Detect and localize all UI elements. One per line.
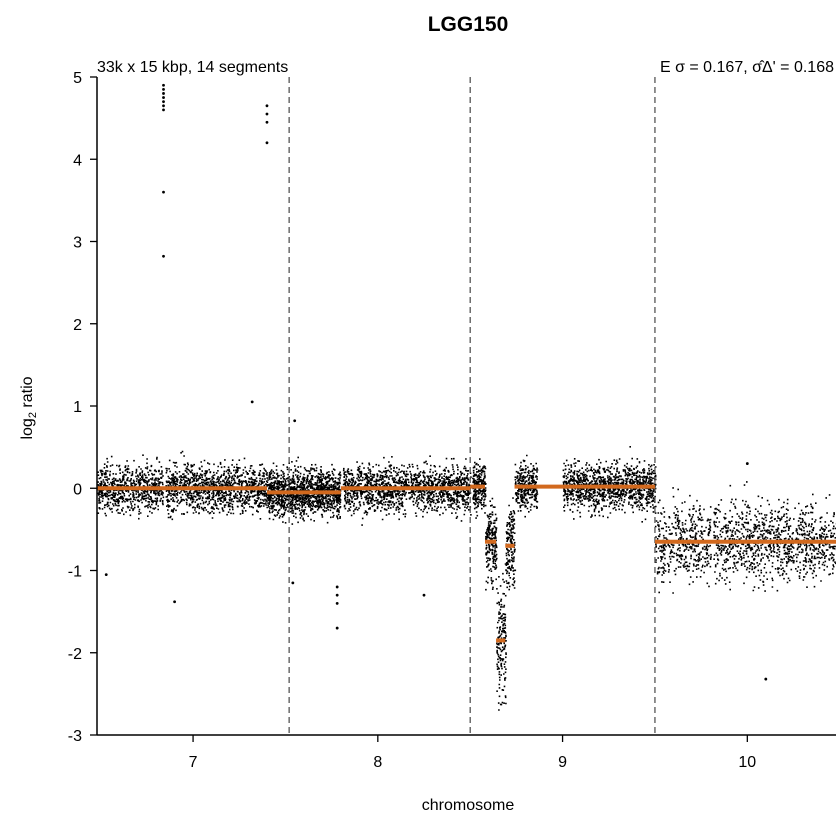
outlier-point-12: [265, 141, 269, 145]
y-tick-label-3: 2: [73, 317, 82, 334]
outlier-point-10: [265, 112, 269, 116]
outlier-point-15: [335, 593, 339, 597]
outlier-point-24: [745, 462, 749, 465]
y-tick-label-6: -1: [68, 564, 82, 581]
x-tick-label-1: 8: [373, 754, 382, 771]
segment-lines: [97, 484, 836, 643]
outlier-point-1: [162, 87, 165, 91]
y-tick-label-4: 1: [73, 399, 82, 416]
x-axis-ticks: 7 8 9 10: [189, 735, 756, 771]
outlier-point-14: [335, 585, 339, 589]
x-tick-label-0: 7: [189, 754, 198, 771]
y-tick-label-7: -2: [68, 646, 82, 663]
outlier-point-13: [250, 400, 254, 404]
outlier-point-3: [162, 96, 165, 99]
chart-subtitle-left: 33k x 15 kbp, 14 segments: [97, 59, 288, 76]
outlier-point-17: [335, 626, 339, 630]
outlier-point-21: [293, 419, 297, 423]
outlier-point-6: [162, 108, 165, 112]
y-tick-label-2: 3: [73, 235, 82, 252]
outlier-point-4: [162, 100, 165, 104]
outlier-point-2: [162, 92, 165, 95]
y-tick-label-8: -3: [68, 728, 82, 745]
outlier-point-5: [162, 104, 165, 108]
chart-title: LGG150: [428, 13, 509, 36]
x-tick-label-2: 9: [558, 754, 567, 771]
y-tick-label-1: 4: [73, 152, 82, 169]
y-axis-label: log2 ratio: [19, 376, 39, 439]
outlier-point-18: [104, 573, 108, 577]
y-axis-label-rest: ratio: [19, 376, 36, 412]
x-tick-label-3: 10: [738, 754, 756, 771]
chromosome-boundaries: [288, 77, 656, 735]
y-axis-label-subscript: 2: [27, 412, 39, 418]
outlier-point-16: [335, 602, 339, 605]
outlier-point-11: [265, 120, 269, 124]
outlier-points: [104, 83, 768, 681]
y-tick-label-5: 0: [73, 481, 82, 498]
y-axis-ticks: 5 4 3 2 1 0 -1 -2 -3: [68, 70, 97, 745]
y-tick-label-0: 5: [73, 70, 82, 87]
outlier-point-22: [422, 593, 426, 597]
x-axis-label: chromosome: [422, 797, 515, 814]
chart-subtitle-right: E σ = 0.167, σ̂Δ' = 0.168: [660, 59, 834, 76]
outlier-point-8: [162, 254, 165, 258]
outlier-point-7: [162, 190, 165, 194]
outlier-point-20: [291, 581, 295, 585]
plot-frame: [96, 77, 836, 736]
outlier-point-19: [173, 600, 176, 604]
outlier-point-23: [764, 677, 768, 681]
outlier-point-9: [265, 104, 269, 108]
outlier-point-0: [162, 83, 165, 87]
